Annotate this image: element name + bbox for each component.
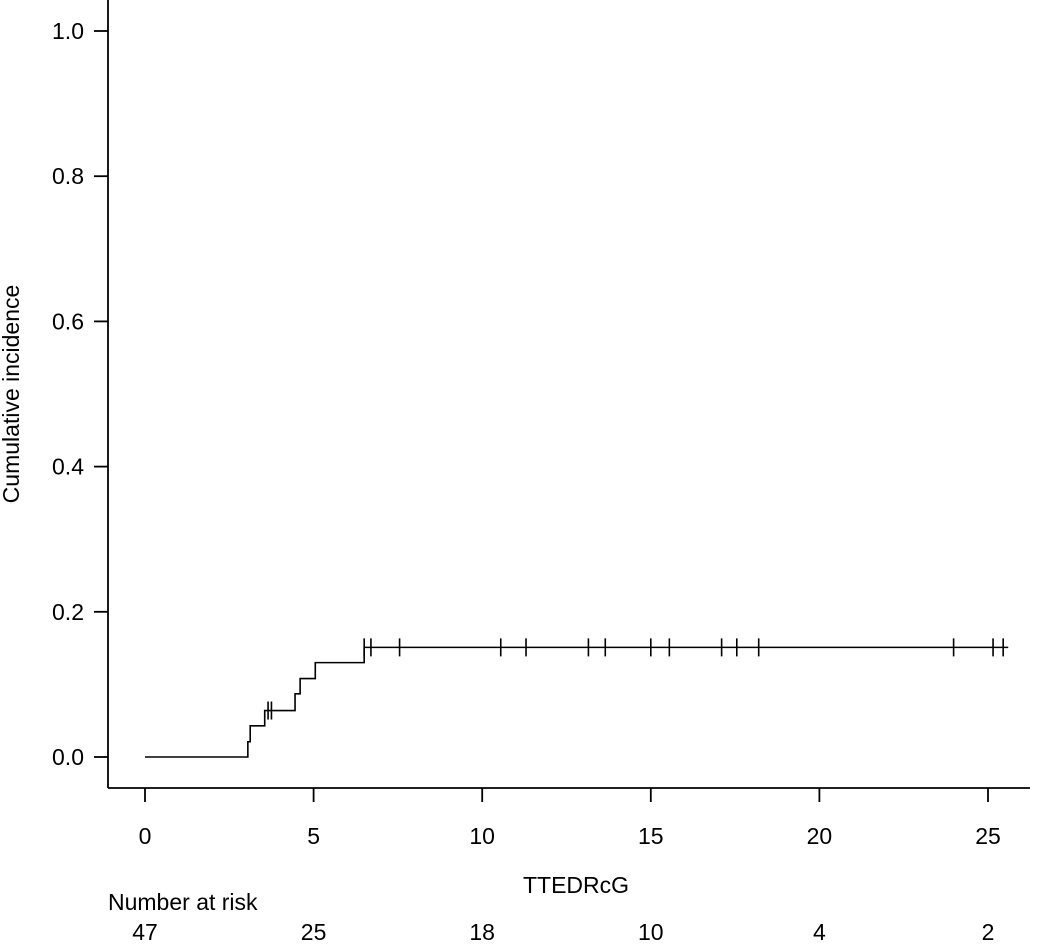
x-ticks: 0 5 10 15 20 25 [139,788,1001,849]
x-tick-label: 20 [807,823,833,849]
x-tick-label: 10 [469,823,495,849]
risk-count: 10 [638,919,664,945]
y-axis-label: Cumulative incidence [0,285,24,504]
x-tick-label: 0 [139,823,152,849]
risk-count: 2 [982,919,995,945]
y-tick-label: 0.4 [52,454,84,480]
y-tick-label: 1.0 [52,18,84,44]
incidence-curve [145,646,1009,758]
y-ticks: 0.0 0.2 0.4 0.6 0.8 1.0 [52,18,108,770]
y-tick-label: 0.0 [52,744,84,770]
censor-marks [267,638,1004,720]
y-tick-label: 0.2 [52,599,84,625]
risk-table-label: Number at risk [108,889,258,915]
axes [107,0,1030,789]
x-axis-label: TTEDRcG [523,872,629,898]
risk-count: 4 [813,919,826,945]
y-tick-label: 0.6 [52,308,84,334]
risk-table: 47 25 18 10 4 2 [132,919,994,945]
risk-count: 18 [469,919,495,945]
risk-count: 25 [301,919,327,945]
x-tick-label: 5 [307,823,320,849]
x-tick-label: 15 [638,823,664,849]
y-tick-label: 0.8 [52,163,84,189]
risk-count: 47 [132,919,158,945]
x-tick-label: 25 [975,823,1001,849]
